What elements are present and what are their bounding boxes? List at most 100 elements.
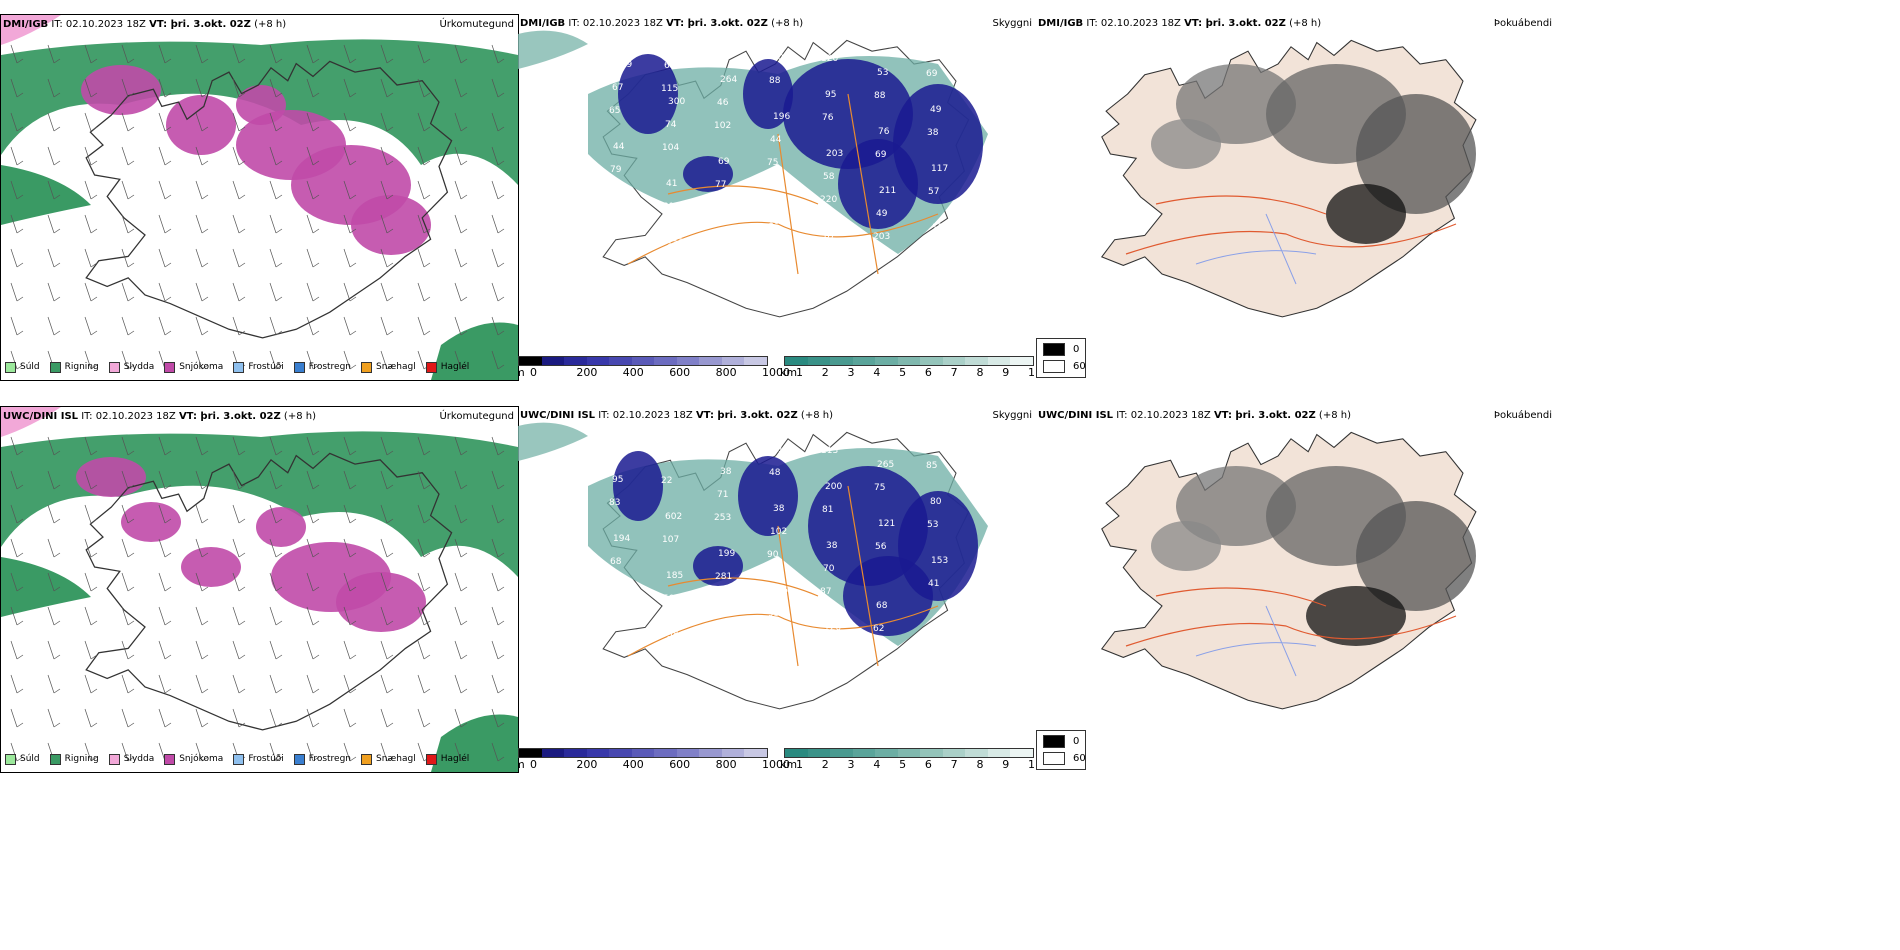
fog-legend-swatch — [1043, 343, 1065, 356]
lead-time: (+8 h) — [771, 18, 804, 29]
cloud-base-label: 53 — [877, 68, 888, 78]
fog-title-row1: DMI/IGB IT: 02.10.2023 18Z VT: þri. 3.ok… — [1038, 18, 1321, 29]
colorbar-tick: 9 — [1002, 758, 1010, 770]
model-name: UWC/DINI ISL — [520, 410, 596, 421]
model-name: UWC/DINI ISL — [3, 411, 79, 422]
cloud-base-label: 57 — [928, 187, 939, 197]
cloud-height-colorbar: m 0 200 400 600 800 1000 — [518, 748, 790, 770]
legend-swatch — [108, 361, 120, 373]
legend-label: Frostregn — [308, 754, 352, 764]
legend-item: Snæhagl — [361, 361, 416, 373]
cloud-base-label: 153 — [931, 556, 948, 566]
visibility-colorbar: km1 2 3 4 5 6 7 8 9 10 — [780, 356, 1034, 378]
cloud-base-label: 75 — [611, 616, 622, 626]
fog-legend-swatch — [1043, 735, 1065, 748]
snow-area — [81, 65, 431, 255]
cloud-base-label: 70 — [772, 53, 784, 63]
cloud-base-label: 108 — [768, 217, 785, 227]
colorbar-tick: 600 — [669, 758, 691, 770]
colorbar-cell — [564, 357, 587, 365]
legend-swatch — [233, 361, 245, 373]
colorbar-cell — [807, 749, 831, 757]
colorbar-unit: km — [780, 758, 798, 770]
cloud-base-label: 95 — [825, 90, 836, 100]
colorbar-tick: 7 — [950, 366, 958, 378]
precip-legend: Súld Rigning Slydda Snjókoma Frostúði Frostre… — [5, 752, 469, 766]
cloud-base-label: 88 — [769, 76, 781, 86]
cloud-base-label: 61 — [664, 61, 675, 71]
legend-label: Snæhagl — [376, 362, 416, 372]
cloud-base-label: 281 — [715, 572, 732, 582]
cloud-base-label: 49 — [876, 209, 888, 219]
colorbar-tick: 8 — [976, 758, 984, 770]
colorbar-tick: 800 — [715, 366, 737, 378]
cloud-base-label: 58 — [667, 630, 679, 640]
colorbar-cell — [699, 357, 722, 365]
legend-item: Súld — [5, 361, 40, 373]
cloud-base-label: 50 — [663, 594, 675, 604]
valid-time: VT: þri. 3.okt. 02Z — [1184, 18, 1286, 29]
colorbar-cell — [631, 357, 655, 365]
colorbar-tick: 1 — [796, 366, 803, 378]
colorbar-cells — [784, 356, 1034, 366]
cloud-base-label: 38 — [826, 541, 838, 551]
cloud-base-label: 103 — [614, 593, 631, 603]
cloud-base-label: 200 — [825, 482, 842, 492]
cloud-base-label: 201 — [614, 201, 631, 211]
cloud-base-label: 44 — [770, 135, 782, 145]
colorbar-cell — [721, 357, 745, 365]
colorbar-cell — [1010, 749, 1034, 757]
cloud-height-colorbar: m 0 200 400 600 800 1000 — [518, 356, 790, 378]
colorbar-tick: 6 — [924, 366, 932, 378]
cloud-base-label: 87 — [820, 587, 831, 597]
cloud-base-label: 69 — [875, 150, 887, 160]
legend-swatch — [361, 753, 373, 765]
legend-item: Rigning — [49, 361, 99, 373]
colorbar-cell — [676, 357, 700, 365]
cloud-base-label: 153 — [667, 238, 684, 248]
colorbar-cell — [785, 749, 808, 757]
legend-label: Slydda — [123, 754, 155, 764]
legend-swatch — [5, 361, 16, 373]
cloud-base-label: 196 — [773, 112, 790, 122]
legend-label: Frostregn — [308, 362, 352, 372]
legend-item: Slydda — [108, 753, 155, 765]
model-name: DMI/IGB — [1038, 18, 1084, 29]
colorbar-tick: 5 — [899, 758, 907, 770]
legend-item: Slydda — [108, 361, 155, 373]
legend-label: Slydda — [123, 362, 155, 372]
cloud-base-label: 85 — [926, 461, 937, 471]
colorbar-cell — [586, 357, 610, 365]
cloud-base-label: 104 — [662, 143, 679, 153]
cloud-base-label: 68 — [876, 601, 888, 611]
colorbar-cell — [541, 749, 565, 757]
cloud-base-label: 67 — [612, 83, 623, 93]
colorbar-tick: 8 — [976, 366, 984, 378]
init-time: IT: 02.10.2023 18Z — [568, 18, 663, 29]
colorbar-cell — [744, 357, 768, 365]
fog-index-area — [1151, 466, 1476, 646]
colorbar-tick: 1 — [796, 758, 803, 770]
cloud-base-label: 71 — [717, 490, 728, 500]
colorbar-tick: 2 — [821, 366, 829, 378]
colorbar-tick: 800 — [715, 758, 737, 770]
colorbar-cell — [586, 749, 610, 757]
cloud-base-label: 49 — [930, 105, 942, 115]
lead-time: (+8 h) — [283, 411, 316, 422]
cloud-base-label: 56 — [875, 542, 887, 552]
cloud-base-label: 264 — [720, 75, 737, 85]
model-name: UWC/DINI ISL — [1038, 410, 1114, 421]
legend-swatch — [233, 753, 245, 765]
fog-legend-label: 60 — [1073, 361, 1086, 372]
legend-swatch — [425, 753, 437, 765]
colorbar-cell — [609, 749, 632, 757]
cloud-base-label: 65 — [609, 106, 620, 116]
cloud-base-label: 58 — [823, 172, 835, 182]
colorbar-cell — [654, 749, 677, 757]
colorbar-cell — [897, 749, 921, 757]
legend-item: Haglél — [425, 753, 469, 765]
legend-label: Súld — [20, 362, 40, 372]
colorbar-unit: m — [518, 758, 525, 770]
fog-legend-swatch — [1043, 360, 1065, 373]
cloud-base-label: 102 — [770, 527, 787, 537]
